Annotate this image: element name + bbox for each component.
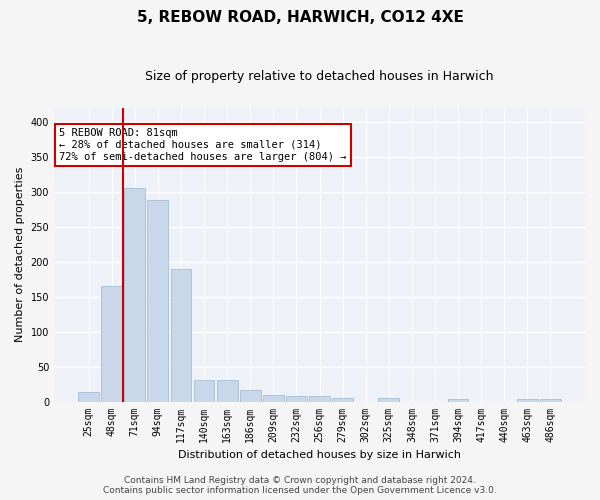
Bar: [332, 398, 353, 402]
Text: Contains HM Land Registry data © Crown copyright and database right 2024.
Contai: Contains HM Land Registry data © Crown c…: [103, 476, 497, 495]
Bar: [540, 400, 561, 402]
Bar: [240, 390, 260, 402]
X-axis label: Distribution of detached houses by size in Harwich: Distribution of detached houses by size …: [178, 450, 461, 460]
Bar: [101, 286, 122, 402]
Bar: [309, 396, 330, 402]
Bar: [78, 392, 99, 402]
Bar: [286, 396, 307, 402]
Bar: [170, 268, 191, 402]
Text: 5 REBOW ROAD: 81sqm
← 28% of detached houses are smaller (314)
72% of semi-detac: 5 REBOW ROAD: 81sqm ← 28% of detached ho…: [59, 128, 347, 162]
Bar: [217, 380, 238, 402]
Title: Size of property relative to detached houses in Harwich: Size of property relative to detached ho…: [145, 70, 494, 83]
Bar: [194, 380, 214, 402]
Bar: [124, 188, 145, 402]
Bar: [448, 400, 469, 402]
Bar: [517, 400, 538, 402]
Bar: [148, 200, 168, 402]
Bar: [379, 398, 399, 402]
Bar: [263, 394, 284, 402]
Y-axis label: Number of detached properties: Number of detached properties: [15, 167, 25, 342]
Text: 5, REBOW ROAD, HARWICH, CO12 4XE: 5, REBOW ROAD, HARWICH, CO12 4XE: [137, 10, 463, 25]
